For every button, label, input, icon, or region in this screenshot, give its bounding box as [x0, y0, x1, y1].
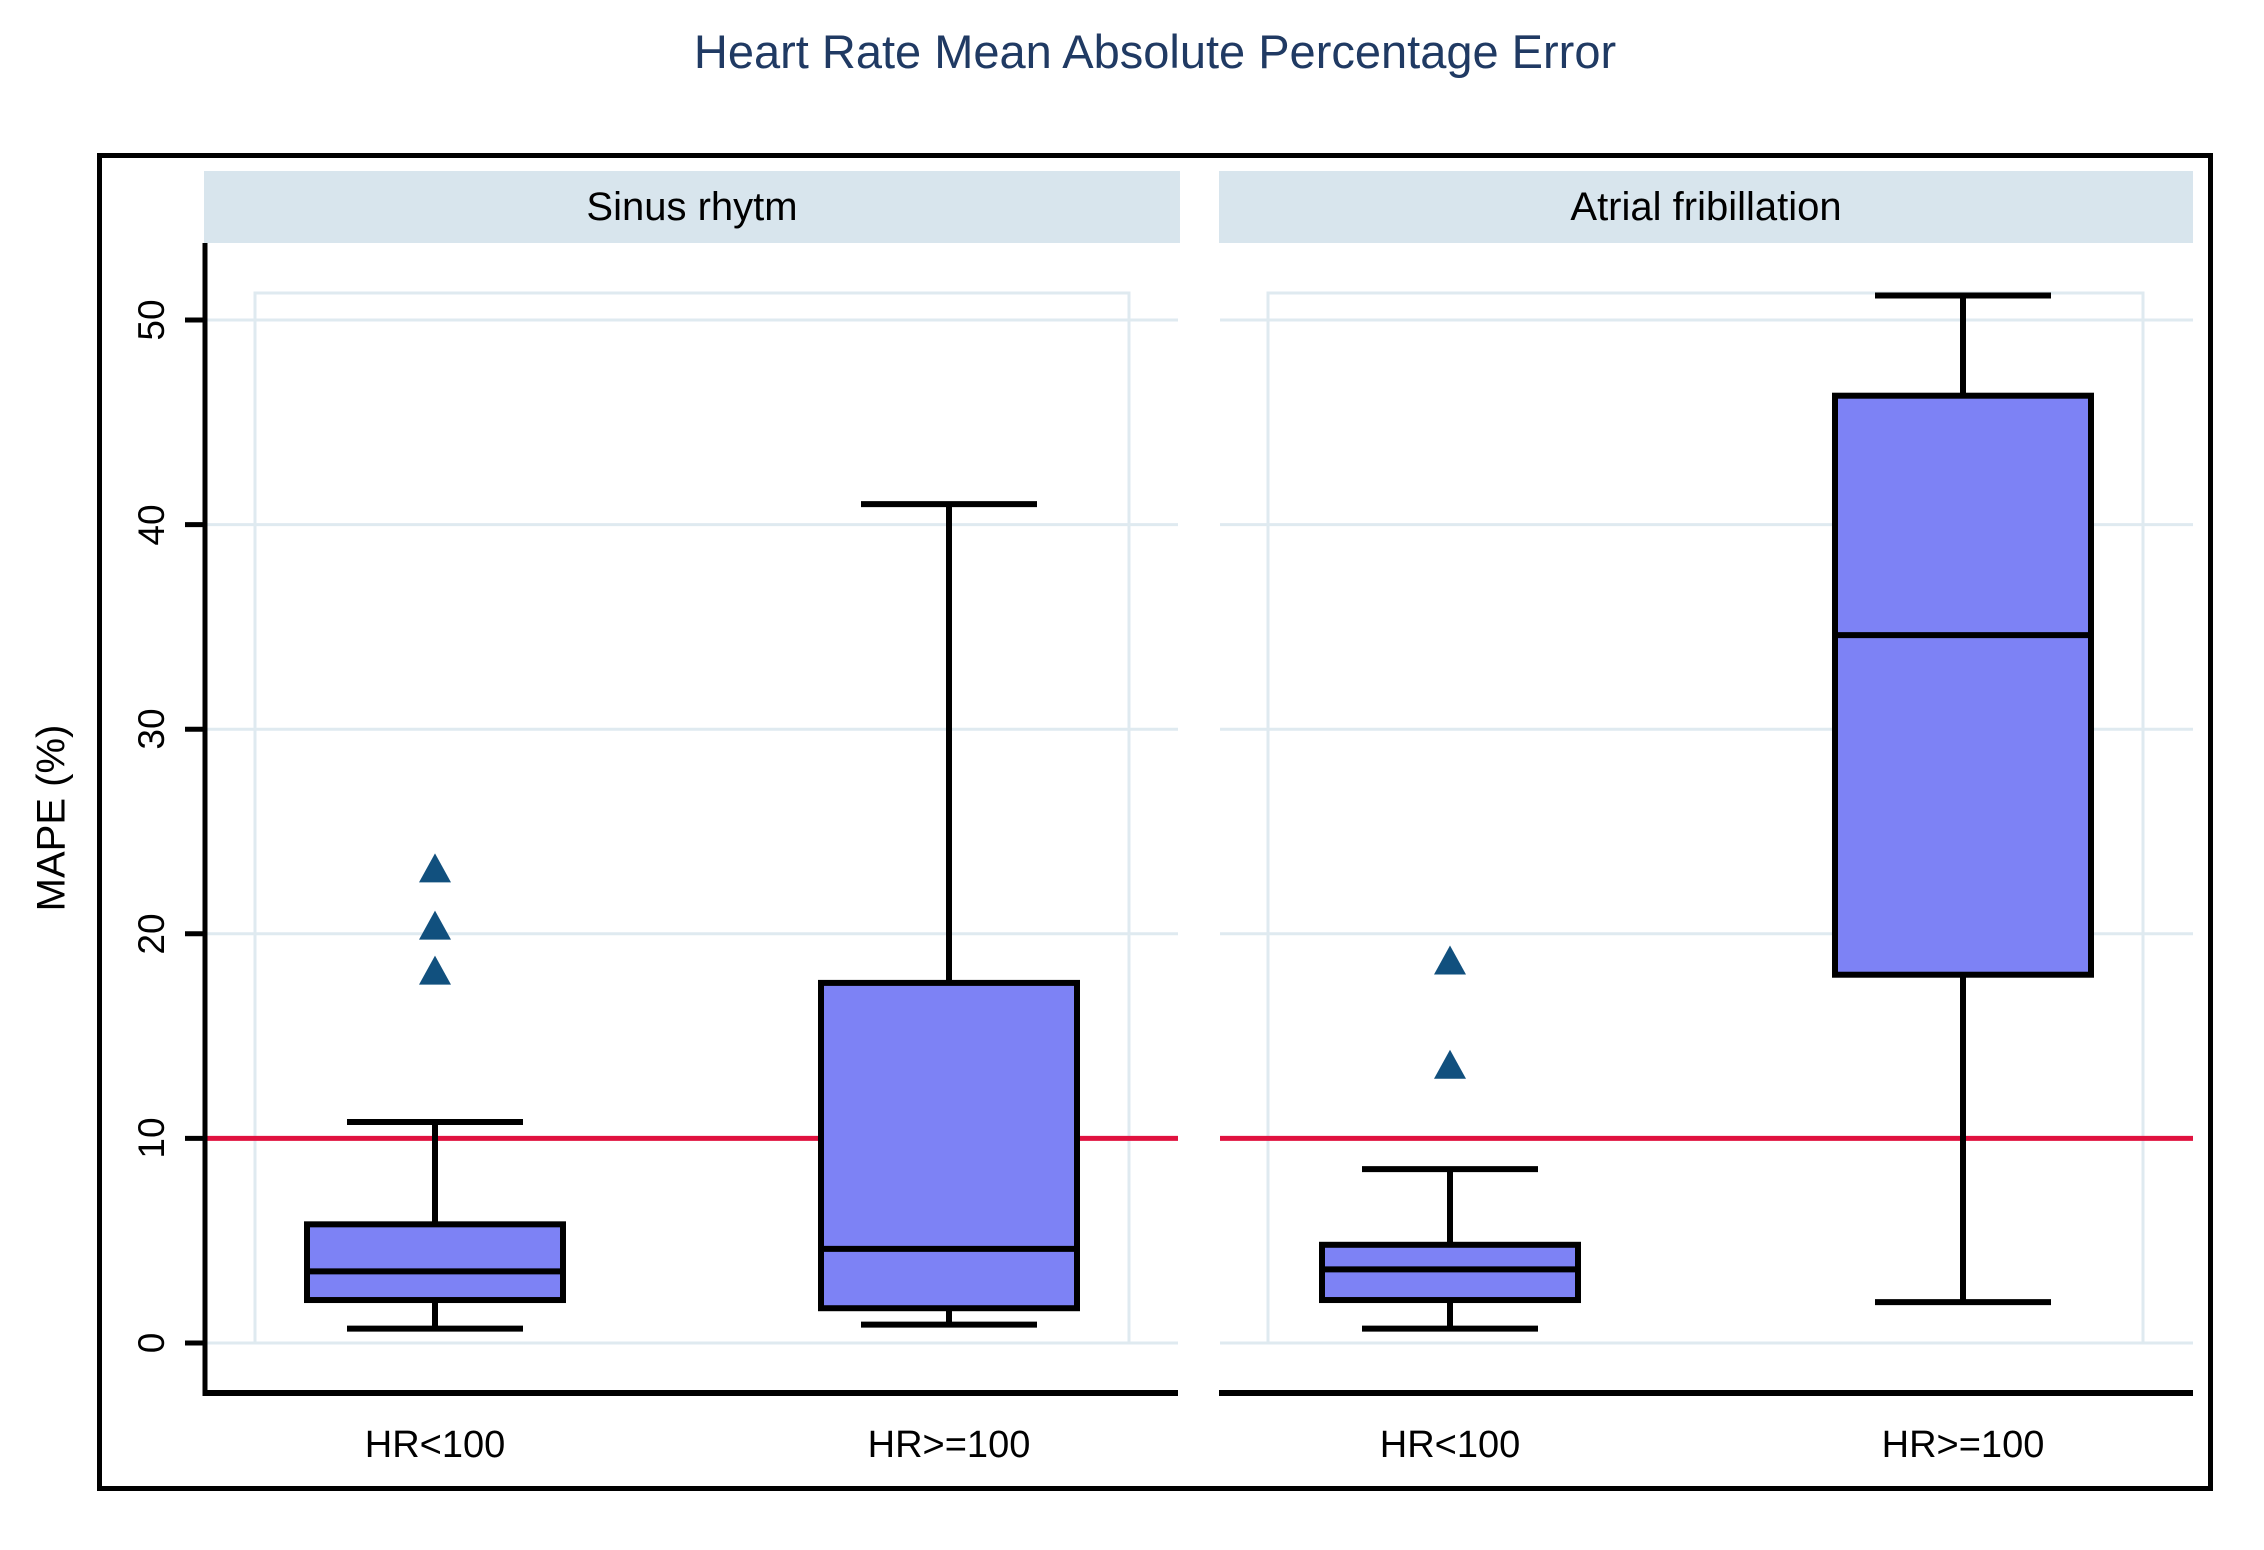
outlier-triangle — [419, 955, 451, 985]
chart-title: Heart Rate Mean Absolute Percentage Erro… — [693, 25, 1617, 78]
iqr-box — [304, 1221, 566, 1304]
panel-header-atrial-fibrillation: Atrial fribillation — [1219, 171, 2193, 243]
y-tick-label: 0 — [131, 1332, 172, 1354]
panel-header-label: Sinus rhytm — [586, 184, 798, 229]
iqr-box — [818, 979, 1080, 1312]
iqr-box — [1832, 392, 2094, 978]
outlier-triangle — [1434, 1049, 1466, 1079]
panel-header-label: Atrial fribillation — [1570, 184, 1842, 229]
x-category-label: HR<100 — [1379, 1424, 1521, 1466]
outlier-triangle — [419, 853, 451, 883]
x-category-label: HR>=100 — [867, 1424, 1031, 1466]
panel-header-sinus-rhythm: Sinus rhytm — [204, 171, 1180, 243]
x-category-label: HR>=100 — [1881, 1424, 2045, 1466]
y-tick-label: 50 — [131, 299, 172, 341]
y-tick-label: 10 — [131, 1117, 172, 1159]
x-category-label: HR<100 — [364, 1424, 506, 1466]
iqr-box — [1319, 1241, 1581, 1304]
y-tick-label: 30 — [131, 708, 172, 750]
figure-border — [97, 153, 2213, 1491]
y-tick-label: 20 — [131, 913, 172, 955]
y-tick-label: 40 — [131, 504, 172, 546]
outlier-triangle — [419, 910, 451, 940]
outlier-triangle — [1434, 945, 1466, 975]
